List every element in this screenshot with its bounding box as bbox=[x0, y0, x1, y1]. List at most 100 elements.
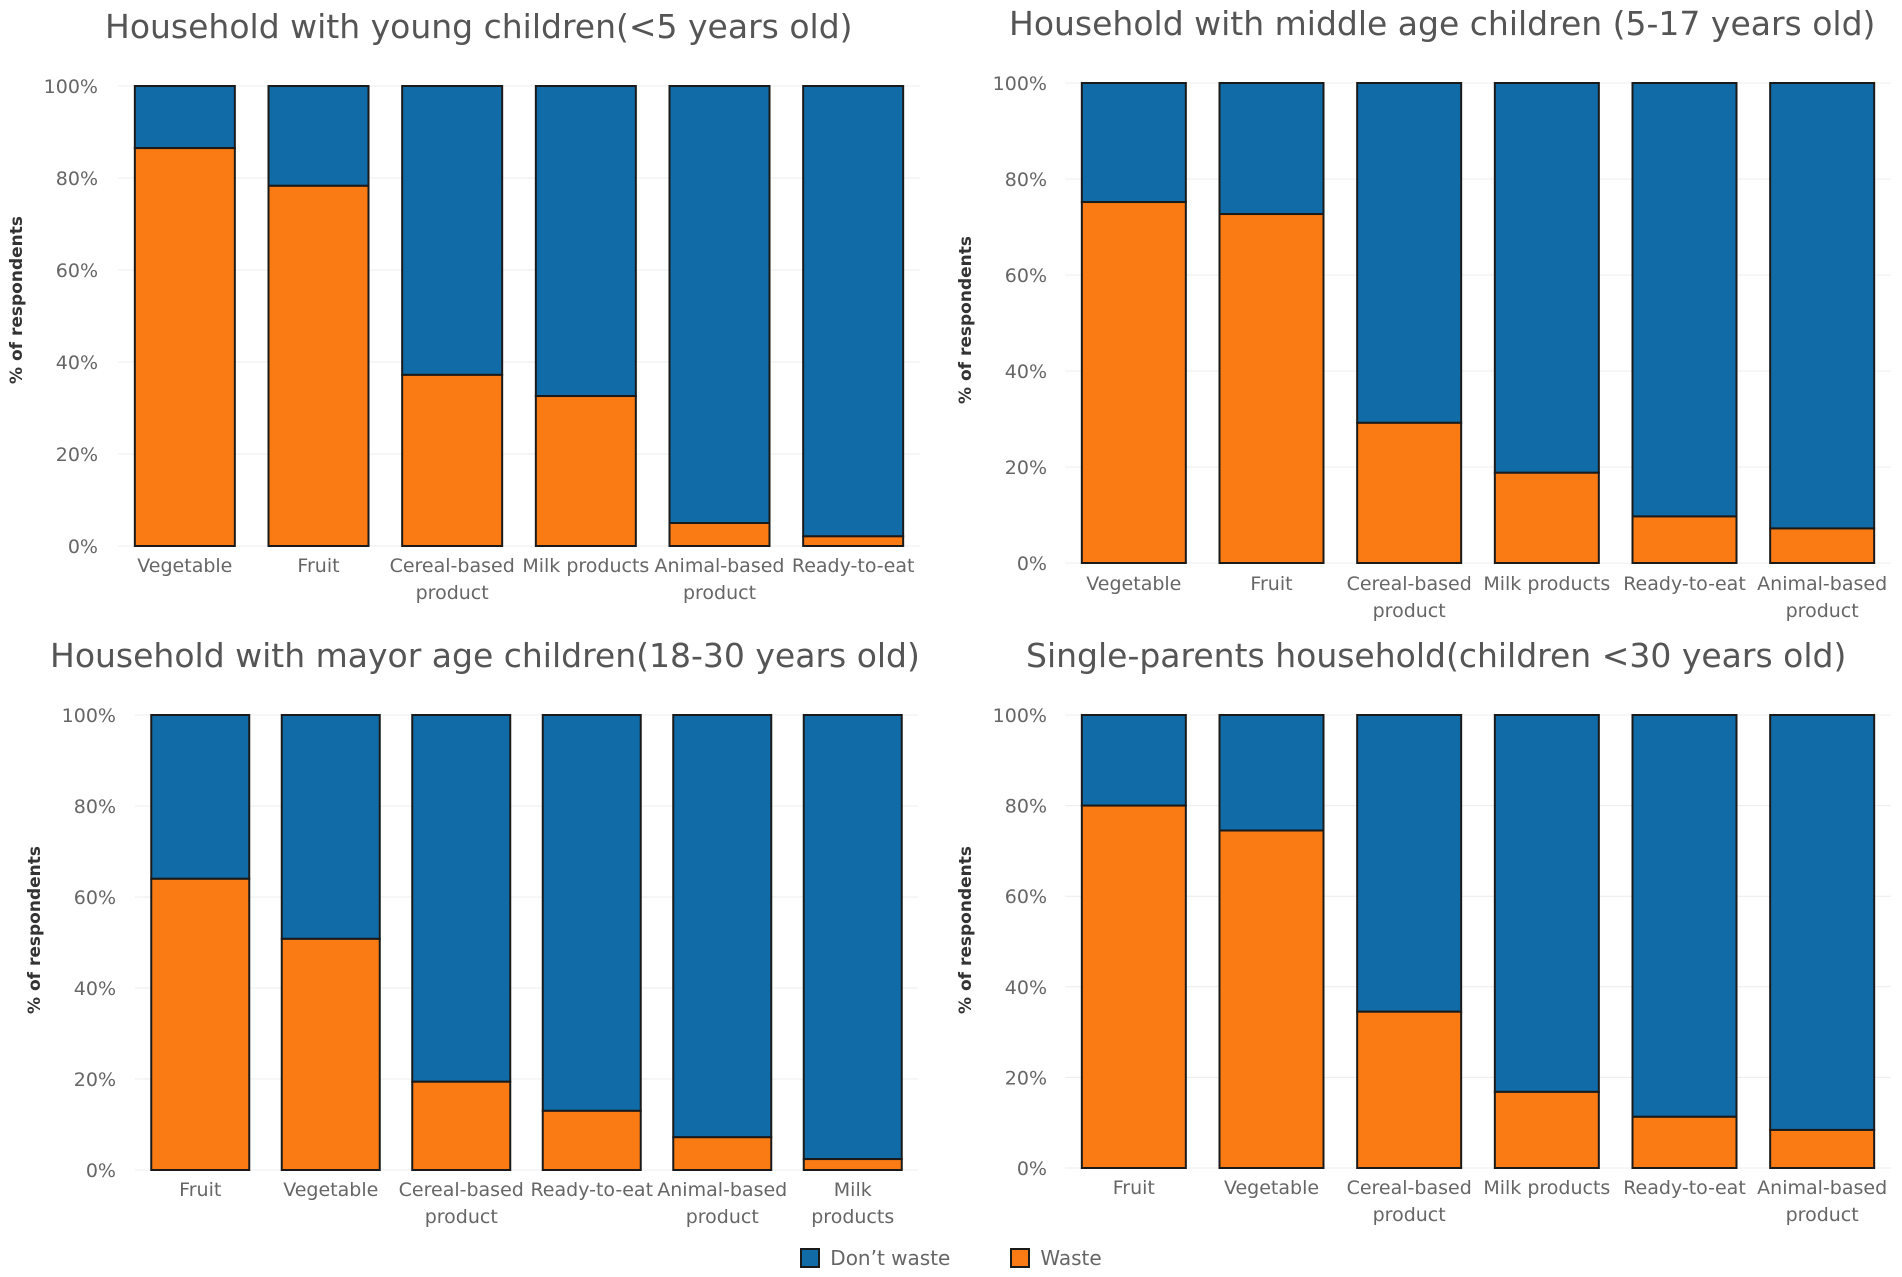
x-tick-label: Vegetable bbox=[1086, 573, 1181, 595]
chart-title: Household with young children(<5 years o… bbox=[105, 7, 853, 46]
bar-waste-fruit bbox=[1218, 213, 1325, 564]
x-tick-label: Vegetable bbox=[1224, 1177, 1319, 1199]
x-tick-label: product bbox=[1373, 1204, 1446, 1226]
bar-dont-waste-ready-to-eat bbox=[541, 714, 642, 1112]
chart-title: Household with middle age children (5-17… bbox=[1009, 4, 1875, 43]
x-tick-label: Fruit bbox=[1113, 1177, 1155, 1199]
x-tick-label: Cereal-based bbox=[390, 555, 515, 577]
y-tick-label: 60% bbox=[1005, 886, 1047, 908]
x-tick-label: Ready-to-eat bbox=[1623, 573, 1746, 595]
x-tick-label: Cereal-based bbox=[1347, 573, 1472, 595]
y-tick-label: 100% bbox=[993, 705, 1047, 727]
chart-young-children: Household with young children(<5 years o… bbox=[0, 0, 951, 625]
x-tick-label: Animal-based bbox=[1757, 573, 1887, 595]
bar-waste-vegetable bbox=[1080, 201, 1187, 564]
y-tick-label: 80% bbox=[1005, 169, 1047, 191]
y-tick-label: 0% bbox=[68, 536, 98, 558]
bar-dont-waste-milk-products bbox=[802, 714, 903, 1161]
bar-waste-vegetable bbox=[280, 937, 381, 1171]
y-tick-label: 40% bbox=[1005, 361, 1047, 383]
bar-dont-waste-cereal-based-product bbox=[401, 85, 504, 376]
x-tick-label: Animal-based bbox=[1757, 1177, 1887, 1199]
chart-legend: Don’t waste Waste bbox=[0, 1246, 1902, 1270]
x-tick-label: Milk products bbox=[522, 555, 649, 577]
bar-waste-ready-to-eat bbox=[1631, 515, 1738, 565]
bar-waste-animal-based-product bbox=[1769, 527, 1876, 565]
legend-swatch-waste bbox=[1010, 1248, 1031, 1268]
bar-dont-waste-ready-to-eat bbox=[1631, 714, 1738, 1118]
bar-waste-ready-to-eat bbox=[1631, 1115, 1738, 1170]
x-tick-label: Fruit bbox=[179, 1179, 221, 1201]
y-tick-label: 0% bbox=[86, 1160, 116, 1182]
bar-dont-waste-cereal-based-product bbox=[411, 714, 512, 1083]
y-tick-label: 0% bbox=[1017, 1158, 1047, 1180]
x-tick-label: Vegetable bbox=[283, 1179, 378, 1201]
y-tick-label: 100% bbox=[44, 76, 98, 98]
legend-swatch-dont-waste bbox=[800, 1248, 821, 1268]
x-tick-label: Fruit bbox=[297, 555, 339, 577]
legend-item-waste: Waste bbox=[1010, 1246, 1102, 1270]
x-tick-label: product bbox=[686, 1206, 759, 1228]
bar-waste-ready-to-eat bbox=[541, 1109, 642, 1172]
y-tick-label: 80% bbox=[56, 168, 98, 190]
y-tick-label: 60% bbox=[56, 260, 98, 282]
bar-waste-milk-products bbox=[802, 1158, 903, 1172]
x-tick-label: Milk products bbox=[1483, 573, 1610, 595]
y-tick-label: 80% bbox=[1005, 796, 1047, 818]
x-tick-label: Ready-to-eat bbox=[1623, 1177, 1746, 1199]
bar-dont-waste-cereal-based-product bbox=[1356, 714, 1463, 1013]
x-tick-label: product bbox=[1373, 600, 1446, 622]
bar-waste-animal-based-product bbox=[672, 1136, 773, 1171]
x-tick-label: Vegetable bbox=[137, 555, 232, 577]
bar-waste-vegetable bbox=[1218, 829, 1325, 1169]
y-tick-label: 0% bbox=[1017, 553, 1047, 575]
y-axis-label: % of respondents bbox=[956, 846, 976, 1014]
y-tick-label: 20% bbox=[1005, 457, 1047, 479]
y-tick-label: 40% bbox=[74, 978, 116, 1000]
y-tick-label: 40% bbox=[56, 352, 98, 374]
legend-label-dont-waste: Don’t waste bbox=[830, 1246, 951, 1270]
chart-single-parents: Single-parents household(children <30 ye… bbox=[951, 625, 1902, 1250]
x-tick-label: products bbox=[811, 1206, 894, 1228]
x-tick-label: Cereal-based bbox=[399, 1179, 524, 1201]
bar-dont-waste-fruit bbox=[150, 714, 251, 880]
bar-waste-cereal-based-product bbox=[401, 373, 504, 547]
chart-svg: Single-parents household(children <30 ye… bbox=[956, 636, 1891, 1226]
legend-label-waste: Waste bbox=[1040, 1246, 1102, 1270]
chart-svg: Household with young children(<5 years o… bbox=[7, 7, 920, 604]
bar-dont-waste-fruit bbox=[1080, 714, 1187, 807]
x-tick-label: Animal-based bbox=[655, 555, 785, 577]
x-tick-label: Fruit bbox=[1250, 573, 1292, 595]
chart-title: Single-parents household(children <30 ye… bbox=[1026, 636, 1846, 675]
y-tick-label: 20% bbox=[56, 444, 98, 466]
bar-dont-waste-vegetable bbox=[1218, 714, 1325, 832]
bar-dont-waste-ready-to-eat bbox=[1631, 82, 1738, 518]
bar-waste-milk-products bbox=[1493, 1090, 1600, 1169]
x-tick-label: Cereal-based bbox=[1347, 1177, 1472, 1199]
y-tick-label: 60% bbox=[1005, 265, 1047, 287]
legend-item-dont-waste: Don’t waste bbox=[800, 1246, 950, 1270]
y-tick-label: 40% bbox=[1005, 977, 1047, 999]
x-tick-label: Ready-to-eat bbox=[530, 1179, 653, 1201]
chart-title: Household with mayor age children(18-30 … bbox=[50, 636, 920, 675]
bar-waste-milk-products bbox=[534, 395, 637, 548]
bar-waste-cereal-based-product bbox=[411, 1080, 512, 1172]
bar-waste-ready-to-eat bbox=[802, 535, 905, 548]
y-tick-label: 100% bbox=[993, 73, 1047, 95]
y-axis-label: % of respondents bbox=[7, 216, 27, 384]
bar-dont-waste-ready-to-eat bbox=[802, 85, 905, 538]
bar-dont-waste-milk-products bbox=[1493, 82, 1600, 474]
y-tick-label: 20% bbox=[1005, 1067, 1047, 1089]
x-tick-label: Milk bbox=[834, 1179, 872, 1201]
y-tick-label: 80% bbox=[74, 796, 116, 818]
y-axis-label: % of respondents bbox=[956, 236, 976, 404]
bar-dont-waste-fruit bbox=[267, 85, 370, 187]
chart-svg: Household with mayor age children(18-30 … bbox=[25, 636, 920, 1228]
x-tick-label: Animal-based bbox=[657, 1179, 787, 1201]
y-axis-label: % of respondents bbox=[25, 846, 45, 1014]
bar-dont-waste-cereal-based-product bbox=[1356, 82, 1463, 424]
x-tick-label: product bbox=[1786, 1204, 1859, 1226]
bar-dont-waste-fruit bbox=[1218, 82, 1325, 216]
bar-waste-fruit bbox=[267, 184, 370, 547]
bar-dont-waste-animal-based-product bbox=[1769, 82, 1876, 530]
